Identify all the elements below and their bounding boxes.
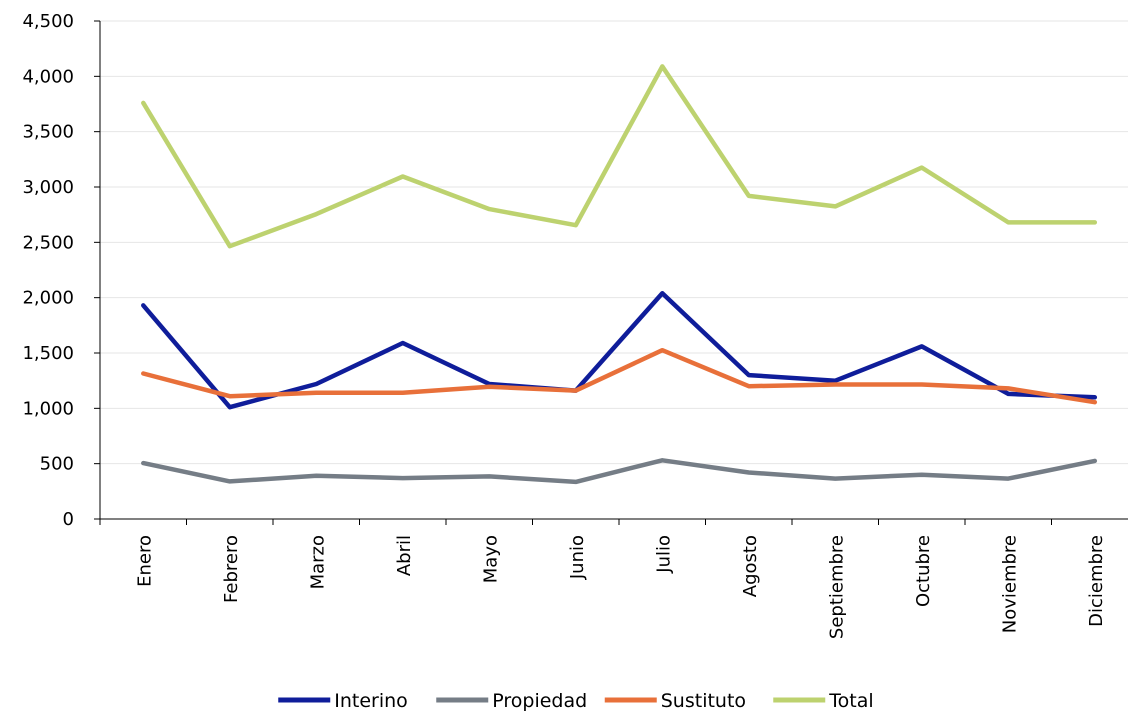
x-tick-label: Enero <box>134 535 155 587</box>
series-line-total <box>141 64 1098 249</box>
x-tick-label: Julio <box>653 535 674 574</box>
y-tick-labels: 0 500 1,000 1,500 2,000 2,500 3,000 3,500 4,000 4… <box>22 11 74 530</box>
axes <box>94 20 1128 525</box>
legend-label: Total <box>828 690 873 712</box>
x-tick-label: Octubre <box>913 535 934 607</box>
legend-label: Sustituto <box>661 690 746 712</box>
x-tick-label: Diciembre <box>1086 535 1107 627</box>
y-tick-label: 1,000 <box>22 398 74 419</box>
legend-item-propiedad: Propiedad <box>436 690 587 712</box>
x-tick-label: Septiembre <box>826 535 847 639</box>
legend: Interino Propiedad Sustituto Total <box>278 690 874 712</box>
legend-label: Propiedad <box>492 690 587 712</box>
x-tick-label: Febrero <box>221 535 242 603</box>
x-tick-label: Junio <box>567 535 588 580</box>
x-tick-label: Abril <box>394 535 415 576</box>
legend-label: Interino <box>334 690 408 712</box>
y-tick-label: 0 <box>63 509 74 530</box>
series-lines <box>141 64 1098 485</box>
x-tick-label: Marzo <box>307 535 328 589</box>
series-line-sustituto <box>141 347 1098 405</box>
y-tick-label: 2,000 <box>22 288 74 309</box>
series-line-propiedad <box>141 458 1098 485</box>
y-tick-label: 4,500 <box>22 11 74 32</box>
y-tick-label: 500 <box>40 454 74 475</box>
series-line-interino <box>141 290 1098 410</box>
x-tick-label: Agosto <box>740 535 761 597</box>
y-tick-label: 4,000 <box>22 66 74 87</box>
x-tick-label: Noviembre <box>999 535 1020 633</box>
x-tick-labels: Enero Febrero Marzo Abril Mayo Junio Julio Agos… <box>134 535 1107 639</box>
legend-item-sustituto: Sustituto <box>604 690 746 712</box>
legend-item-total: Total <box>773 690 874 712</box>
y-tick-label: 3,000 <box>22 177 74 198</box>
x-tick-label: Mayo <box>480 535 501 583</box>
legend-item-interino: Interino <box>278 690 408 712</box>
y-tick-label: 1,500 <box>22 343 74 364</box>
y-tick-label: 2,500 <box>22 232 74 253</box>
gridlines <box>100 20 1128 465</box>
y-tick-label: 3,500 <box>22 122 74 143</box>
